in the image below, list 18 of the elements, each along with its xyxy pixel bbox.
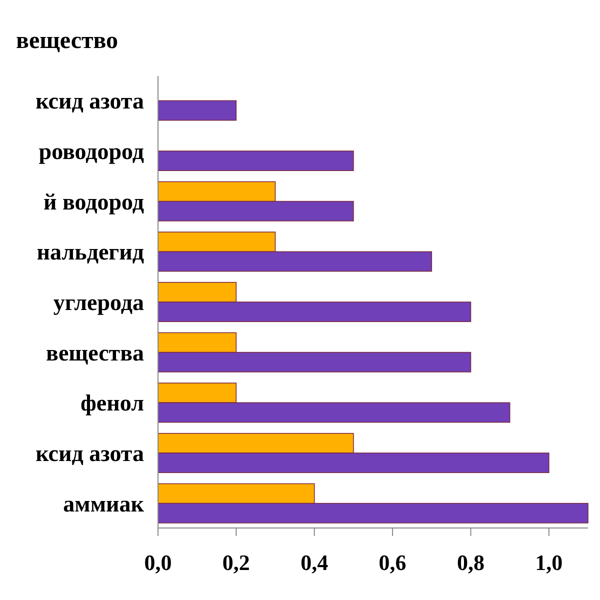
x-tick-label: 1,0 bbox=[535, 550, 563, 575]
y-tick-label: ксид азота bbox=[36, 441, 144, 466]
x-tick-label: 0,8 bbox=[456, 550, 484, 575]
y-tick-label: ксид азота bbox=[36, 88, 144, 114]
y-tick-label: вещества bbox=[46, 340, 144, 366]
bar bbox=[158, 100, 237, 121]
y-tick-label: роводород bbox=[38, 139, 144, 164]
y-tick-label: нальдегид bbox=[36, 240, 144, 265]
x-tick-label: 0,0 bbox=[144, 550, 172, 575]
chart-title: вещество bbox=[16, 28, 118, 54]
x-tick-label: 0,2 bbox=[222, 550, 250, 575]
y-tick-label: й водород bbox=[43, 189, 144, 214]
y-tick-label: углерода bbox=[53, 290, 144, 316]
y-tick-label: фенол bbox=[80, 390, 144, 416]
bar bbox=[158, 150, 354, 172]
y-tick-label: аммиак bbox=[63, 491, 145, 516]
x-tick-label: 0,6 bbox=[378, 550, 406, 575]
x-tick-label: 0,4 bbox=[300, 550, 328, 575]
